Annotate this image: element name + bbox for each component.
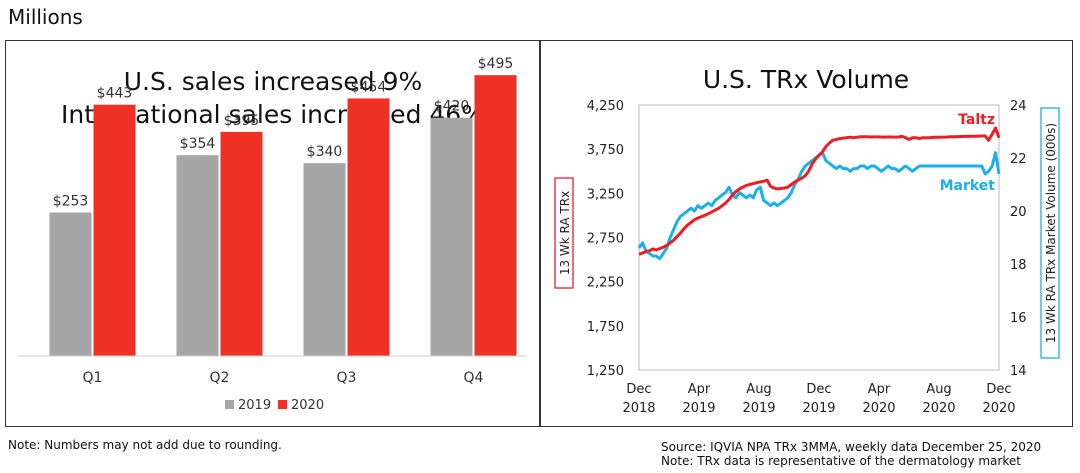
bar-label-2019-Q4: $420: [434, 99, 470, 115]
y-left-axis-label-group: 13 Wk RA TRx: [554, 177, 574, 289]
y-right-tick: 18: [1010, 258, 1027, 273]
chart-title-line1: U.S. sales increased 9%: [123, 67, 423, 96]
x-tick-year: 2019: [682, 401, 715, 416]
x-tick-year: 2020: [982, 401, 1015, 416]
y-left-tick: 3,250: [587, 187, 624, 202]
x-tick-year: 2019: [802, 401, 835, 416]
bar-label-2020-Q4: $495: [478, 56, 514, 72]
y-right-tick: 24: [1010, 99, 1027, 114]
x-tick-month: Aug: [746, 382, 771, 397]
y-right-axis-label-box: [1040, 107, 1060, 359]
y-left-tick: 1,750: [587, 320, 624, 335]
y-right-axis-label-group: 13 Wk RA TRx Market Volume (000s): [1040, 107, 1060, 359]
bar-label-2020-Q2: $395: [224, 113, 260, 129]
y-left-axis-label-box: [554, 177, 574, 289]
y-left-tick: 1,250: [587, 364, 624, 379]
legend-label-2020: 2020: [291, 398, 324, 413]
y-right-tick: 22: [1010, 152, 1027, 167]
x-tick-month: Apr: [688, 382, 711, 397]
y-left-tick: 2,750: [587, 232, 624, 247]
bar-2020-Q3: [347, 98, 390, 356]
source-line: Source: IQVIA NPA TRx 3MMA, weekly data …: [661, 440, 1042, 454]
y-right-axis-label: 13 Wk RA TRx Market Volume (000s): [1044, 123, 1058, 343]
x-tick-month: Dec: [986, 382, 1011, 397]
bar-label-2020-Q1: $443: [97, 86, 133, 102]
legend-swatch-2020: [278, 400, 287, 409]
x-tick-month: Apr: [868, 382, 891, 397]
line-chart: 4,250 3,750 3,250 2,750 2,250 1,750 1,250 24 22 2…: [554, 99, 1060, 416]
plot-frame: [638, 104, 1000, 371]
x-tick-label: Q1: [83, 370, 103, 386]
y-right-tick: 16: [1010, 311, 1027, 326]
bar-2019-Q1: [49, 212, 92, 356]
legend-swatch-2019: [225, 400, 234, 409]
bar-2020-Q2: [220, 131, 263, 356]
x-tick-label: Q3: [337, 370, 357, 386]
series-label-taltz: Taltz: [958, 112, 995, 128]
x-tick-year: 2020: [922, 401, 955, 416]
bar-label-2019-Q3: $340: [307, 144, 343, 160]
y-right-tick: 14: [1010, 364, 1027, 379]
source-note: Source: IQVIA NPA TRx 3MMA, weekly data …: [661, 440, 1041, 468]
series-line-taltz: [638, 126, 1001, 256]
x-tick-month: Aug: [926, 382, 951, 397]
y-left-tick: 3,750: [587, 143, 624, 158]
bar-2020-Q1: [93, 104, 136, 356]
trx-chart-title: U.S. TRx Volume: [702, 65, 910, 94]
series-line-market: [637, 151, 1001, 261]
bar-label-2019-Q1: $253: [53, 193, 89, 209]
bar-2020-Q4: [474, 75, 517, 357]
x-tick-label: Q2: [210, 370, 230, 386]
rounding-note: Note: Numbers may not add due to roundin…: [8, 438, 282, 452]
series-label-market: Market: [940, 178, 996, 194]
y-right-tick: 20: [1010, 205, 1027, 220]
x-tick-month: Dec: [806, 382, 831, 397]
bar-2019-Q4: [430, 117, 473, 356]
x-tick-month: Dec: [626, 382, 651, 397]
legend-label-2019: 2019: [238, 398, 271, 413]
x-tick-year: 2020: [862, 401, 895, 416]
x-tick-label: Q4: [464, 370, 484, 386]
y-left-axis-label: 13 Wk RA TRx: [558, 191, 572, 275]
x-tick-year: 2018: [622, 401, 655, 416]
sales-bar-chart-panel: U.S. sales increased 9% International sa…: [5, 40, 541, 427]
dermatology-note: Note: TRx data is representative of the …: [661, 454, 1021, 468]
trx-line-chart-panel: U.S. TRx Volume 4,250 3,750 3,250 2,750 2,25…: [539, 40, 1073, 427]
units-label: Millions: [8, 5, 83, 29]
x-tick-year: 2019: [742, 401, 775, 416]
bar-label-2019-Q2: $354: [180, 136, 216, 152]
bar-2019-Q2: [176, 155, 219, 356]
bar-label-2020-Q3: $454: [351, 79, 387, 95]
bar-2019-Q3: [303, 163, 346, 356]
y-left-tick: 2,250: [587, 276, 624, 291]
bar-chart: $253 $443 Q1 $354 $395 Q2 $340 $454 Q3 $420 $495 Q4…: [18, 56, 527, 413]
y-left-tick: 4,250: [587, 99, 624, 114]
